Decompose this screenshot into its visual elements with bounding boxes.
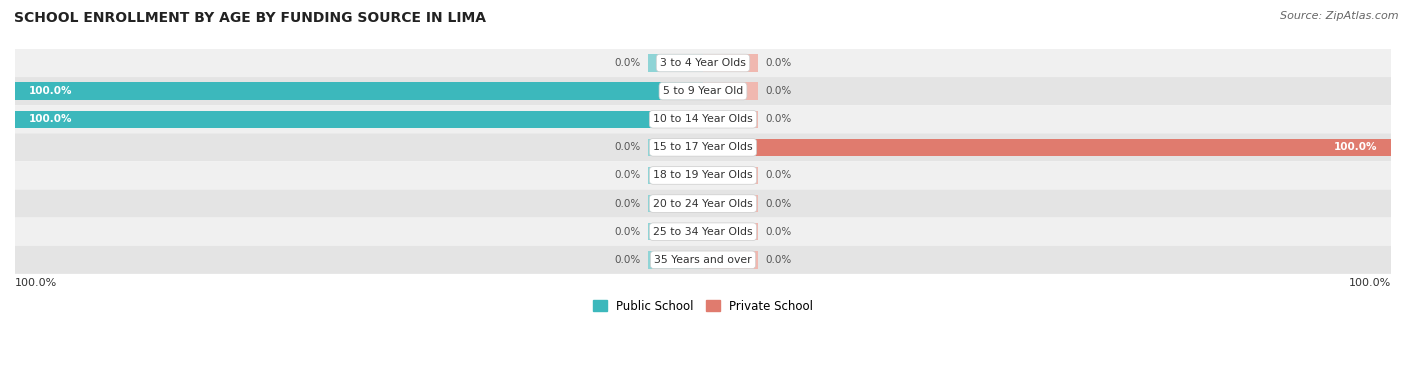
Text: 0.0%: 0.0%	[614, 143, 641, 152]
Text: 10 to 14 Year Olds: 10 to 14 Year Olds	[654, 114, 752, 124]
Bar	[15, 110, 703, 128]
Bar	[703, 223, 758, 241]
Text: 35 Years and over: 35 Years and over	[654, 255, 752, 265]
Text: 0.0%: 0.0%	[765, 255, 792, 265]
Text: 25 to 34 Year Olds: 25 to 34 Year Olds	[654, 227, 752, 237]
Bar	[15, 83, 703, 100]
Bar	[703, 167, 758, 184]
Bar	[703, 110, 758, 128]
Text: 100.0%: 100.0%	[1334, 143, 1378, 152]
Text: 0.0%: 0.0%	[614, 58, 641, 68]
Text: 0.0%: 0.0%	[765, 199, 792, 208]
Bar	[703, 83, 758, 100]
FancyBboxPatch shape	[15, 161, 1391, 190]
Text: 0.0%: 0.0%	[614, 170, 641, 181]
Bar	[648, 167, 703, 184]
Text: 0.0%: 0.0%	[765, 114, 792, 124]
Bar	[648, 54, 703, 72]
FancyBboxPatch shape	[15, 105, 1391, 133]
Bar	[648, 251, 703, 268]
Text: 100.0%: 100.0%	[28, 114, 72, 124]
Bar	[703, 195, 758, 212]
Text: 0.0%: 0.0%	[765, 58, 792, 68]
Text: 0.0%: 0.0%	[614, 227, 641, 237]
Legend: Public School, Private School: Public School, Private School	[588, 295, 818, 317]
FancyBboxPatch shape	[15, 218, 1391, 246]
Text: 15 to 17 Year Olds: 15 to 17 Year Olds	[654, 143, 752, 152]
Bar	[703, 139, 1391, 156]
Text: 0.0%: 0.0%	[614, 199, 641, 208]
Bar	[648, 223, 703, 241]
Text: 20 to 24 Year Olds: 20 to 24 Year Olds	[654, 199, 752, 208]
Text: 100.0%: 100.0%	[15, 278, 58, 288]
Bar	[703, 251, 758, 268]
Text: SCHOOL ENROLLMENT BY AGE BY FUNDING SOURCE IN LIMA: SCHOOL ENROLLMENT BY AGE BY FUNDING SOUR…	[14, 11, 486, 25]
Bar	[648, 139, 703, 156]
FancyBboxPatch shape	[15, 246, 1391, 274]
Text: 0.0%: 0.0%	[765, 86, 792, 96]
Text: 3 to 4 Year Olds: 3 to 4 Year Olds	[659, 58, 747, 68]
FancyBboxPatch shape	[15, 49, 1391, 77]
FancyBboxPatch shape	[15, 77, 1391, 105]
Text: 100.0%: 100.0%	[1348, 278, 1391, 288]
Text: 0.0%: 0.0%	[765, 227, 792, 237]
Bar	[648, 195, 703, 212]
Text: 18 to 19 Year Olds: 18 to 19 Year Olds	[654, 170, 752, 181]
Text: 5 to 9 Year Old: 5 to 9 Year Old	[662, 86, 744, 96]
Text: Source: ZipAtlas.com: Source: ZipAtlas.com	[1281, 11, 1399, 21]
Text: 0.0%: 0.0%	[765, 170, 792, 181]
Text: 100.0%: 100.0%	[28, 86, 72, 96]
FancyBboxPatch shape	[15, 190, 1391, 218]
Text: 0.0%: 0.0%	[614, 255, 641, 265]
FancyBboxPatch shape	[15, 133, 1391, 161]
Bar	[703, 54, 758, 72]
